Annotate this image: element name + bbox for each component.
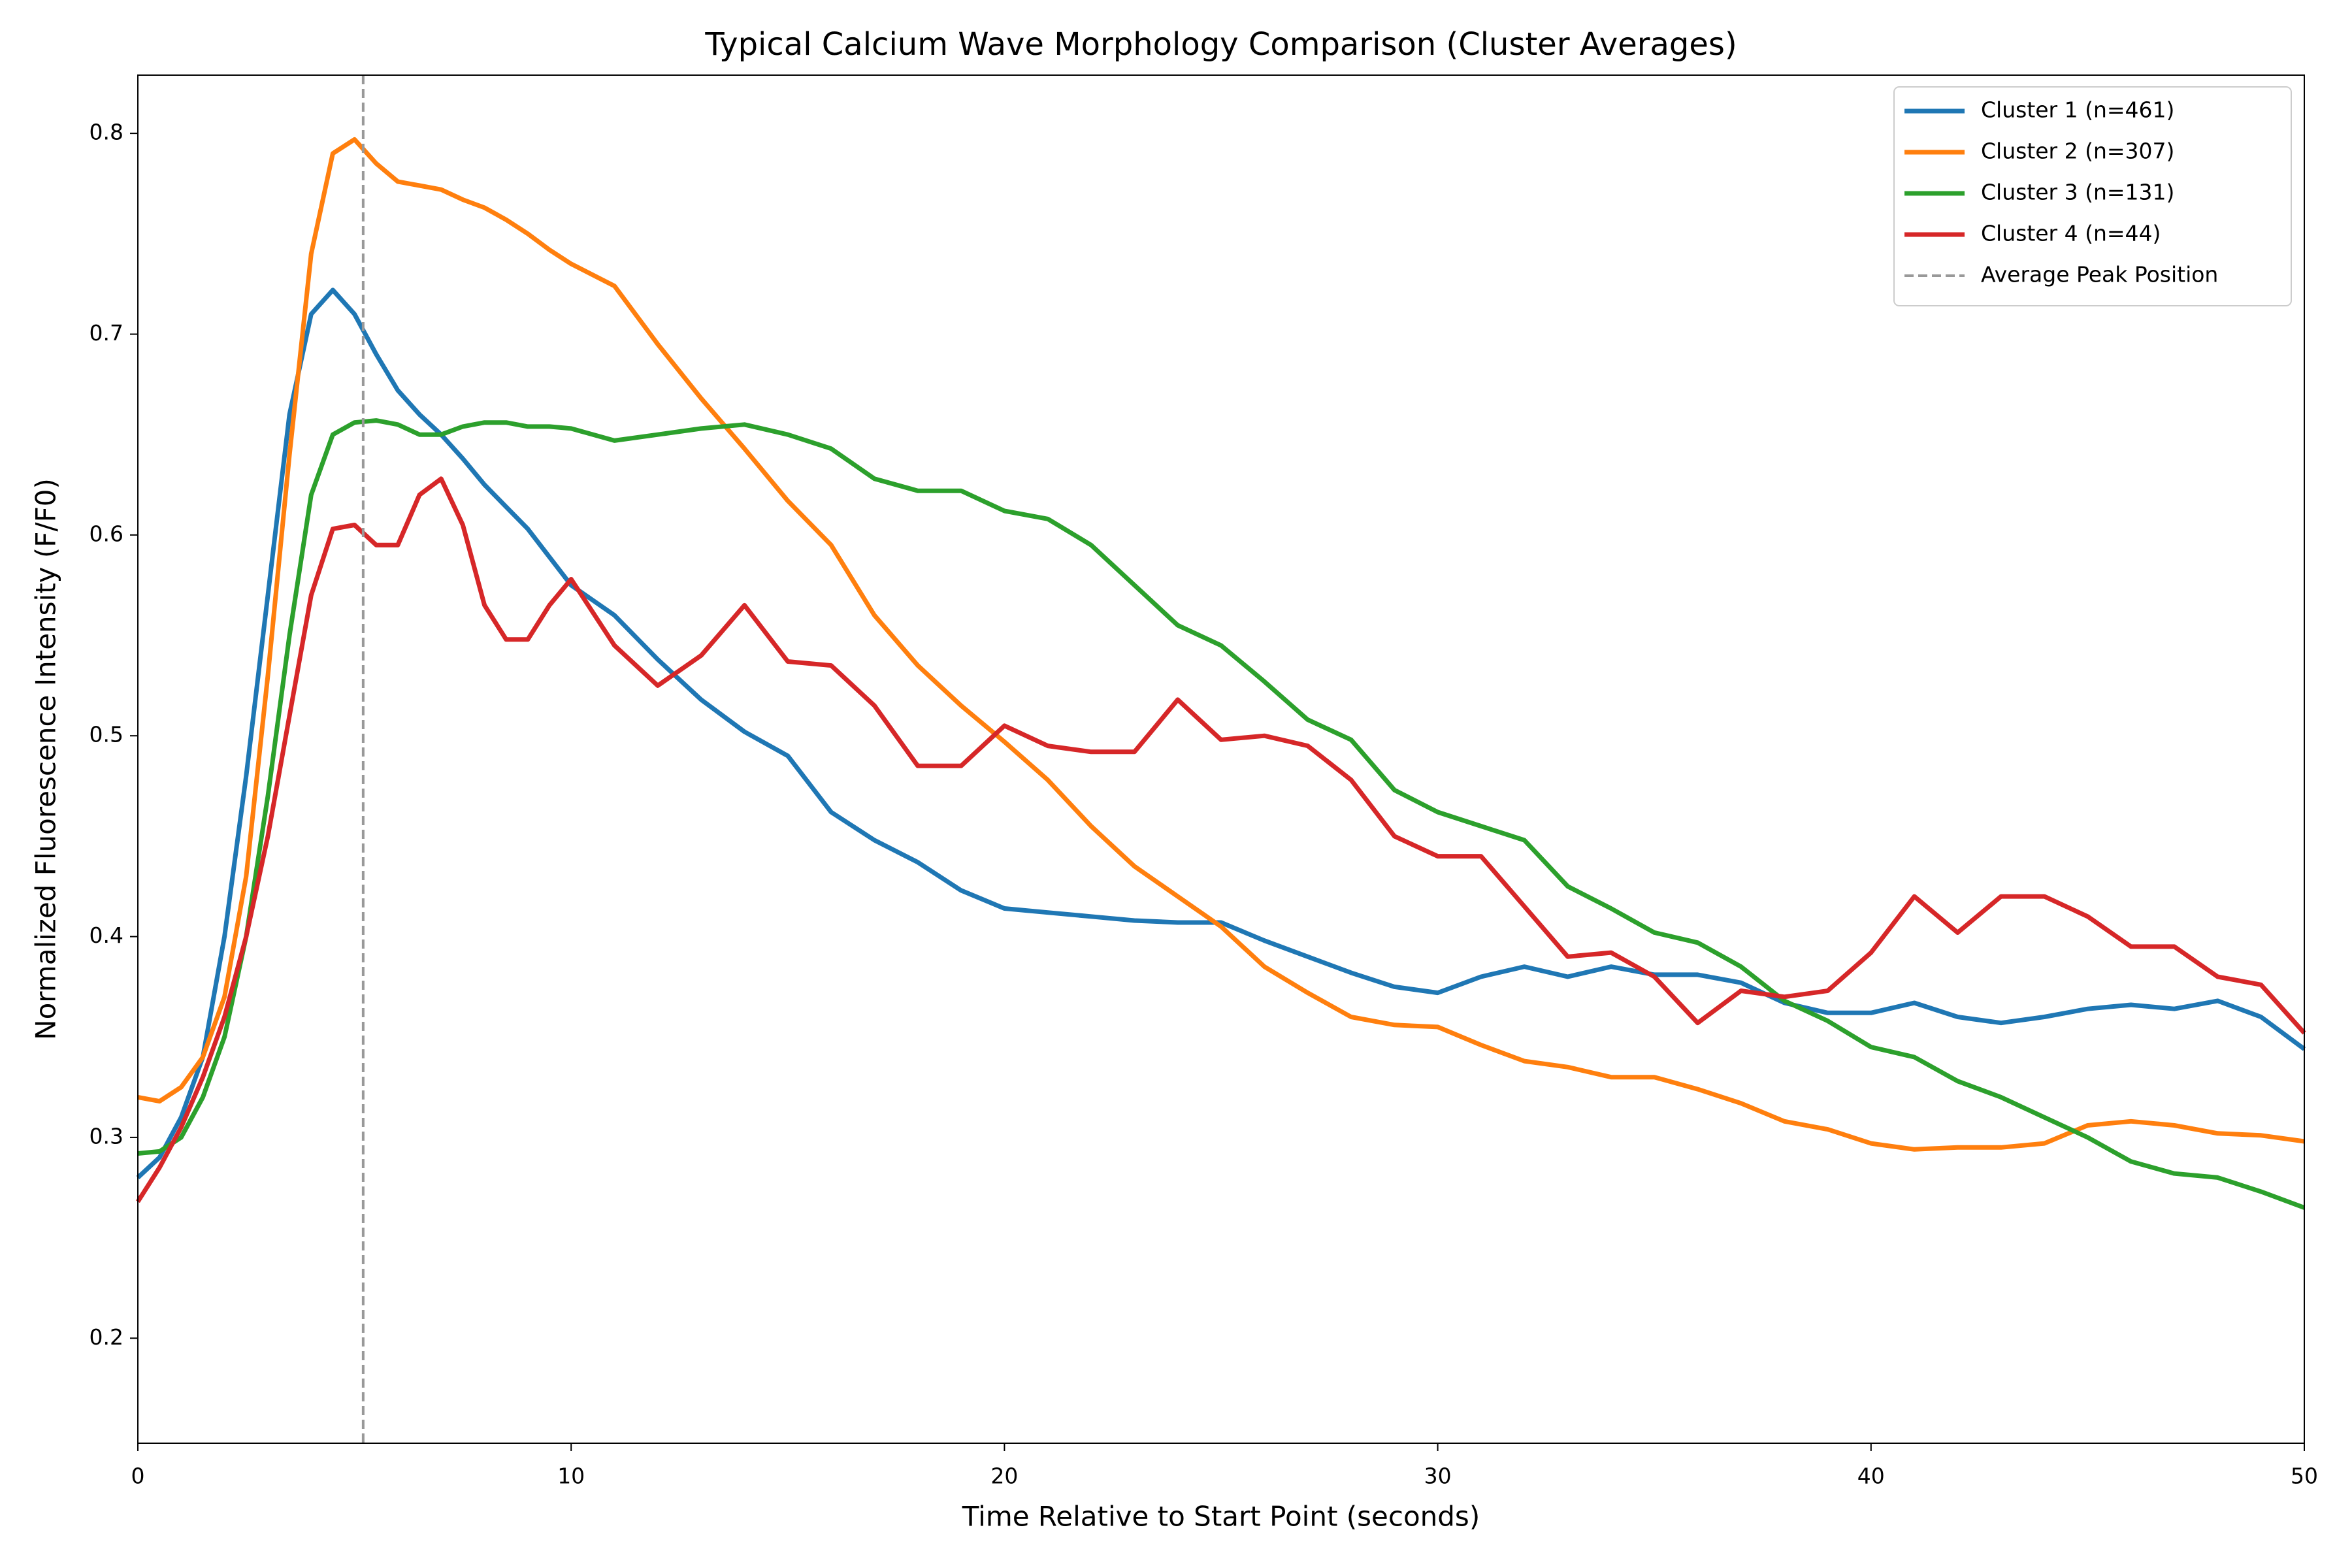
series-line	[136, 287, 2306, 1179]
legend-label: Average Peak Position	[1981, 262, 2218, 287]
legend-label: Cluster 4 (n=44)	[1981, 221, 2161, 246]
legend-box	[1893, 86, 2292, 306]
x-tick-label: 30	[1424, 1463, 1452, 1489]
series-line	[136, 476, 2306, 1203]
y-axis-label: Normalized Fluorescence Intensity (F/F0)	[30, 478, 62, 1040]
series-line	[137, 418, 2306, 1210]
x-axis-label: Time Relative to Start Point (seconds)	[962, 1501, 1480, 1533]
y-tick-label: 0.4	[90, 923, 123, 948]
legend-label: Cluster 2 (n=307)	[1981, 139, 2174, 164]
x-tick-label: 0	[131, 1463, 145, 1489]
y-tick-label: 0.2	[90, 1324, 123, 1350]
plot-frame	[137, 74, 2305, 1444]
x-tick-label: 20	[990, 1463, 1018, 1489]
y-tick-label: 0.5	[90, 722, 123, 747]
y-tick-label: 0.6	[90, 521, 123, 546]
chart-title: Typical Calcium Wave Morphology Comparis…	[704, 26, 1737, 63]
x-tick-label: 50	[2291, 1463, 2318, 1489]
y-tick-label: 0.7	[90, 320, 123, 346]
x-tick-label: 10	[557, 1463, 585, 1489]
legend-label: Cluster 3 (n=131)	[1981, 180, 2174, 205]
y-tick-label: 0.3	[90, 1123, 123, 1149]
series-line	[137, 137, 2305, 1152]
y-tick-label: 0.8	[90, 120, 123, 145]
legend-label: Cluster 1 (n=461)	[1981, 97, 2174, 123]
x-tick-label: 40	[1857, 1463, 1885, 1489]
